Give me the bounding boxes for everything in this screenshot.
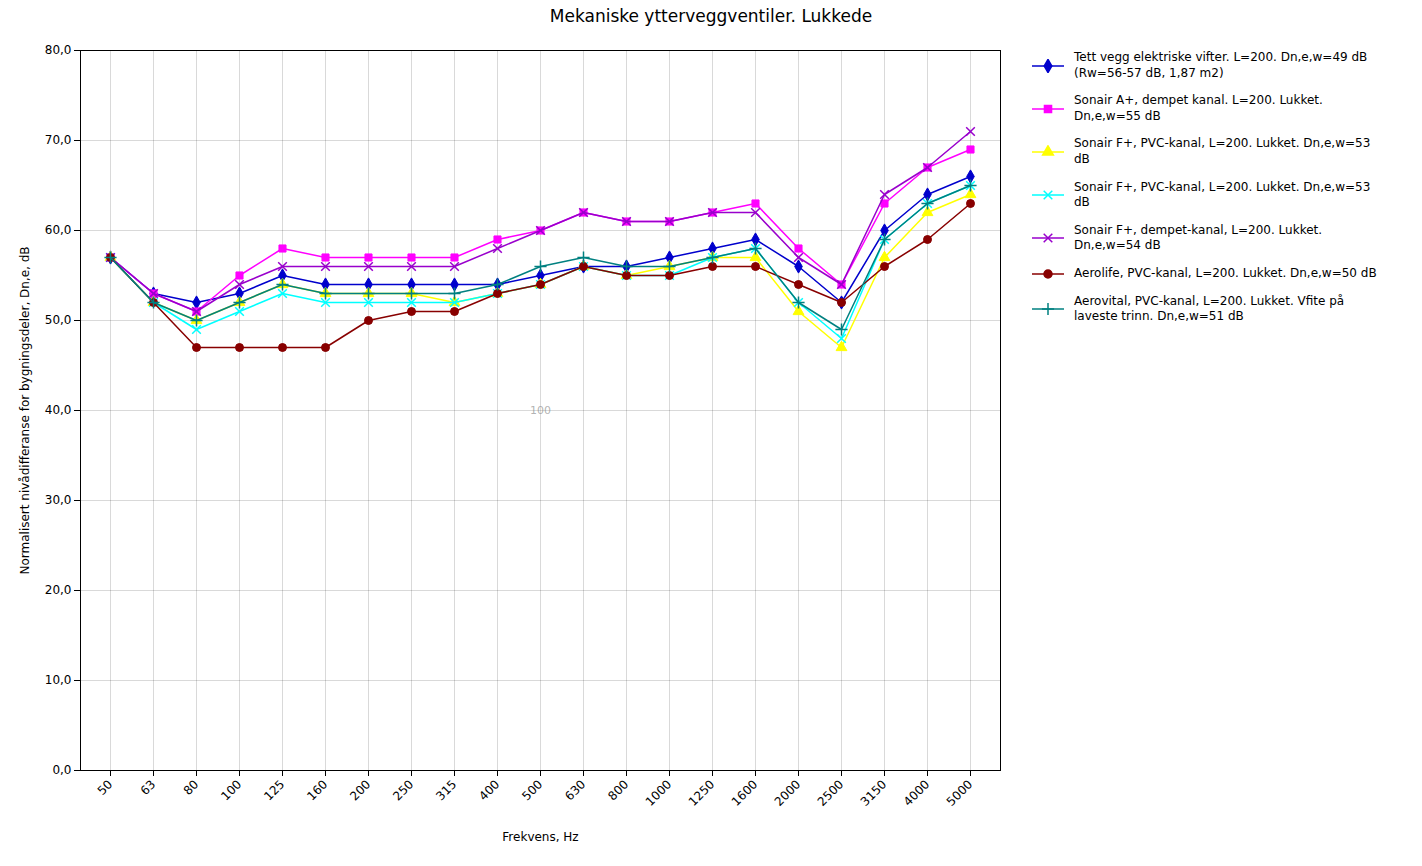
svg-text:30,0: 30,0 [45,493,72,507]
svg-text:70,0: 70,0 [45,133,72,147]
svg-text:160: 160 [304,777,330,803]
svg-text:20,0: 20,0 [45,583,72,597]
svg-text:50,0: 50,0 [45,313,72,327]
svg-text:125: 125 [261,777,287,803]
svg-text:1250: 1250 [686,777,717,808]
svg-text:0,0: 0,0 [52,763,71,777]
svg-text:250: 250 [390,777,416,803]
svg-text:2000: 2000 [772,777,803,808]
svg-text:50: 50 [95,777,116,798]
svg-text:3150: 3150 [858,777,889,808]
svg-text:4000: 4000 [901,777,932,808]
svg-text:500: 500 [519,777,545,803]
svg-text:10,0: 10,0 [45,673,72,687]
svg-text:1000: 1000 [643,777,674,808]
html-text:Sonair F+, PVC-kanal, L=200. L: Sonair F+, PVC-kanal, L=200. Lukket. Dn,… [1074,136,1371,166]
svg-text:2500: 2500 [815,777,846,808]
svg-text:1600: 1600 [729,777,760,808]
svg-text:80: 80 [181,777,202,798]
svg-text:100: 100 [218,777,244,803]
html-text:Sonair A+, dempet kanal. L=200: Sonair A+, dempet kanal. L=200. Lukket. … [1074,93,1323,123]
html-text:Mekaniske ytterveggventiler. L: Mekaniske ytterveggventiler. Lukkede [549,6,873,26]
html-text:Sonair F+, dempet-kanal, L=200: Sonair F+, dempet-kanal, L=200. Lukket. … [1074,222,1323,253]
html-text:Tett vegg elektriske vifter. L: Tett vegg elektriske vifter. L=200. Dn,e… [1074,50,1368,80]
svg-text:60,0: 60,0 [45,223,72,237]
svg-text:5000: 5000 [944,777,975,808]
svg-text:40,0: 40,0 [45,403,72,417]
html-text:Aerovital, PVC-kanal, L=200. L: Aerovital, PVC-kanal, L=200. Lukket. Vfi… [1074,293,1345,324]
svg-text:315: 315 [433,777,459,803]
svg-text:400: 400 [476,777,502,803]
svg-text:100: 100 [530,404,551,417]
html-text:Aerolife, PVC-kanal, L=200. Lu: Aerolife, PVC-kanal, L=200. Lukket. Dn,e… [1074,265,1377,280]
html-text:Sonair F+, PVC-kanal, L=200. L: Sonair F+, PVC-kanal, L=200. Lukket. Dn,… [1074,179,1371,210]
svg-text:630: 630 [562,777,588,803]
svg-text:Normalisert nivådifferanse for: Normalisert nivådifferanse for bygningsd… [18,246,32,574]
svg-text:63: 63 [138,777,159,798]
svg-text:Frekvens, Hz: Frekvens, Hz [502,830,578,844]
svg-text:800: 800 [605,777,631,803]
svg-text:200: 200 [347,777,373,803]
svg-text:80,0: 80,0 [45,43,72,57]
